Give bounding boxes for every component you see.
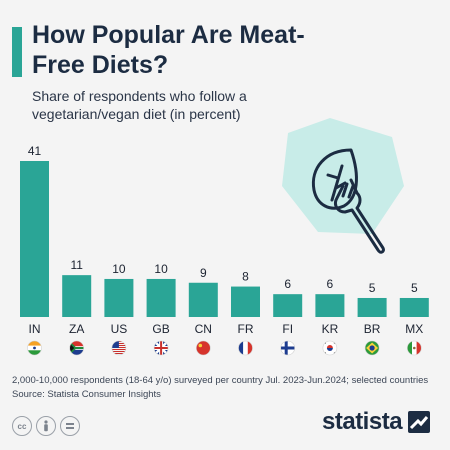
category-label-fr: FR xyxy=(238,322,254,336)
flag-brazil-icon xyxy=(364,340,380,356)
cc-icon[interactable]: cc xyxy=(12,416,32,436)
bars-layer: 41 IN 11 ZA 10 US 10 GB 9 CN 8 FR 6 FI 6 KR 5 BR 5 MX xyxy=(20,144,429,356)
category-label-gb: GB xyxy=(152,322,169,336)
survey-note: 2,000-10,000 respondents (18-64 y/o) sur… xyxy=(12,375,429,386)
leaf-icon xyxy=(311,148,358,210)
value-label-fi: 6 xyxy=(284,277,291,291)
flag-finland-icon xyxy=(280,340,296,356)
value-label-us: 10 xyxy=(112,262,126,276)
statista-brand[interactable]: statista xyxy=(322,408,431,436)
value-label-cn: 9 xyxy=(200,266,207,280)
category-label-in: IN xyxy=(29,322,41,336)
bar-za xyxy=(62,275,92,317)
flag-france-icon xyxy=(238,340,253,356)
bar-cn xyxy=(188,282,218,317)
statista-logo-icon xyxy=(408,411,431,433)
equals-icon[interactable] xyxy=(60,416,80,436)
category-label-us: US xyxy=(111,322,128,336)
source-note: Source: Statista Consumer Insights xyxy=(12,389,161,400)
value-label-kr: 6 xyxy=(327,277,334,291)
flag-uk-icon xyxy=(153,340,169,356)
value-label-gb: 10 xyxy=(154,262,168,276)
category-label-cn: CN xyxy=(195,322,212,336)
value-label-mx: 5 xyxy=(411,281,418,295)
title-accent-bar xyxy=(12,27,22,77)
flag-usa-icon xyxy=(111,340,127,356)
bar-mx xyxy=(399,297,429,317)
value-label-za: 11 xyxy=(70,258,83,272)
category-label-br: BR xyxy=(364,322,381,336)
illustration-bg-shape xyxy=(282,118,404,234)
footnote: 2,000-10,000 respondents (18-64 y/o) sur… xyxy=(12,374,428,402)
flag-south-africa-icon xyxy=(69,340,84,356)
bar-in xyxy=(20,161,49,317)
bar-gb xyxy=(146,278,176,317)
fork-icon xyxy=(334,178,385,254)
bar-fi xyxy=(273,294,303,317)
license-icons: cc xyxy=(12,416,80,436)
flag-mexico-icon xyxy=(406,340,422,356)
brand-name: statista xyxy=(322,408,403,435)
bar-br xyxy=(357,297,387,317)
chart-title: How Popular Are Meat-Free Diets? xyxy=(32,21,305,79)
bar-kr xyxy=(315,294,345,317)
attribution-icon[interactable] xyxy=(36,416,56,436)
flag-china-icon xyxy=(196,340,211,356)
value-label-br: 5 xyxy=(369,281,376,295)
flag-south-korea-icon xyxy=(322,340,338,356)
chart-subtitle: Share of respondents who follow a vegeta… xyxy=(32,88,247,122)
flag-india-icon xyxy=(27,340,42,356)
category-label-kr: KR xyxy=(322,322,339,336)
category-label-fi: FI xyxy=(282,322,293,336)
category-label-mx: MX xyxy=(405,322,423,336)
value-label-fr: 8 xyxy=(242,270,249,284)
bar-fr xyxy=(231,286,260,317)
value-label-in: 41 xyxy=(28,144,42,158)
category-label-za: ZA xyxy=(69,322,84,336)
bar-us xyxy=(104,278,134,317)
